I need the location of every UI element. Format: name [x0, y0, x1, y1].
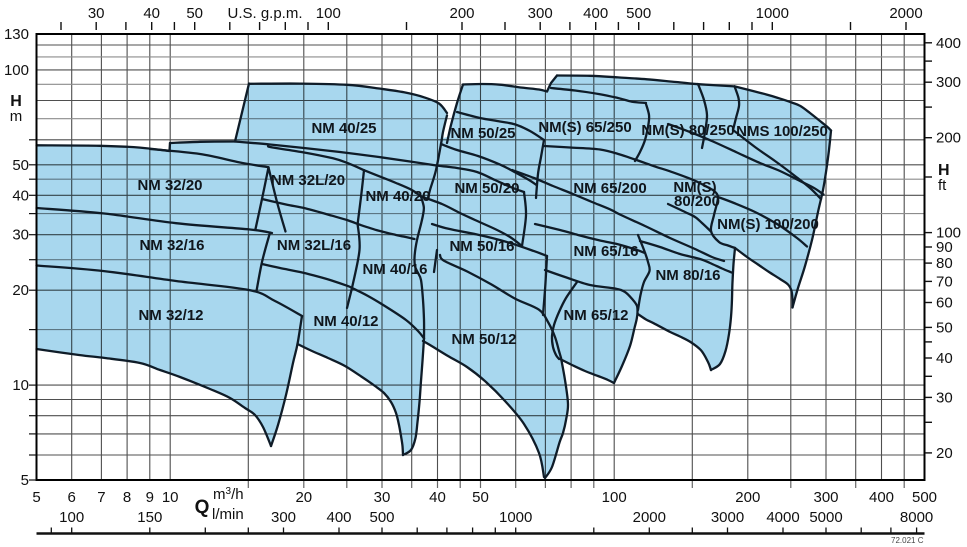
svg-text:150: 150	[137, 509, 162, 526]
svg-text:2000: 2000	[633, 509, 666, 526]
svg-text:500: 500	[369, 509, 394, 526]
svg-text:40: 40	[12, 187, 29, 204]
svg-text:50: 50	[472, 489, 489, 506]
svg-text:20: 20	[295, 489, 312, 506]
svg-text:NM 50/16: NM 50/16	[449, 238, 514, 255]
svg-text:100: 100	[59, 509, 84, 526]
svg-text:500: 500	[626, 5, 651, 22]
svg-text:8000: 8000	[900, 509, 933, 526]
svg-text:20: 20	[12, 282, 29, 299]
svg-text:4000: 4000	[766, 509, 799, 526]
svg-text:NM 65/16: NM 65/16	[573, 243, 638, 260]
svg-text:NM 40/12: NM 40/12	[313, 313, 378, 330]
svg-text:NM 80/16: NM 80/16	[655, 267, 720, 284]
svg-text:5000: 5000	[809, 509, 842, 526]
svg-text:400: 400	[583, 5, 608, 22]
svg-text:H: H	[938, 162, 950, 179]
svg-text:500: 500	[912, 489, 937, 506]
svg-text:NM 65/12: NM 65/12	[563, 307, 628, 324]
svg-text:40: 40	[429, 489, 446, 506]
svg-text:8: 8	[123, 489, 131, 506]
svg-text:6: 6	[68, 489, 76, 506]
svg-text:72.021 C: 72.021 C	[891, 536, 924, 545]
svg-text:30: 30	[936, 389, 953, 406]
svg-text:m: m	[10, 108, 23, 125]
svg-text:40: 40	[143, 5, 160, 22]
svg-text:300: 300	[936, 74, 961, 91]
svg-text:200: 200	[936, 130, 961, 147]
svg-text:5: 5	[21, 472, 29, 489]
svg-text:80/200: 80/200	[674, 193, 720, 210]
svg-text:20: 20	[936, 445, 953, 462]
svg-text:60: 60	[936, 295, 953, 312]
svg-text:100: 100	[602, 489, 627, 506]
svg-text:NMS 100/250: NMS 100/250	[736, 123, 828, 140]
svg-text:70: 70	[936, 273, 953, 290]
svg-text:400: 400	[326, 509, 351, 526]
svg-text:30: 30	[12, 227, 29, 244]
svg-text:ft: ft	[938, 177, 947, 194]
svg-text:NM 32L/16: NM 32L/16	[277, 237, 351, 254]
svg-text:400: 400	[936, 35, 961, 52]
svg-text:l/min: l/min	[212, 506, 244, 523]
svg-text:Q: Q	[195, 497, 210, 518]
svg-text:1000: 1000	[499, 509, 532, 526]
svg-text:100: 100	[316, 5, 341, 22]
svg-text:300: 300	[813, 489, 838, 506]
svg-text:50: 50	[936, 319, 953, 336]
svg-text:50: 50	[186, 5, 203, 22]
svg-text:10: 10	[12, 377, 29, 394]
svg-text:NM(S) 65/250: NM(S) 65/250	[538, 119, 631, 136]
svg-text:90: 90	[936, 239, 953, 256]
svg-text:200: 200	[735, 489, 760, 506]
svg-text:NM(S) 100/200: NM(S) 100/200	[717, 216, 819, 233]
svg-text:NM 40/25: NM 40/25	[311, 120, 376, 137]
svg-text:80: 80	[936, 255, 953, 272]
svg-text:NM 32L/20: NM 32L/20	[271, 172, 345, 189]
svg-text:300: 300	[271, 509, 296, 526]
svg-text:50: 50	[12, 157, 29, 174]
svg-text:130: 130	[4, 26, 29, 43]
svg-text:40: 40	[936, 350, 953, 367]
svg-text:200: 200	[449, 5, 474, 22]
svg-text:NM(S): NM(S)	[673, 179, 716, 196]
svg-text:NM 40/20: NM 40/20	[365, 188, 430, 205]
svg-text:NM(S) 80/250: NM(S) 80/250	[641, 122, 734, 139]
svg-text:30: 30	[88, 5, 105, 22]
svg-text:10: 10	[162, 489, 179, 506]
svg-text:NM 32/16: NM 32/16	[139, 237, 204, 254]
svg-text:NM 50/20: NM 50/20	[454, 180, 519, 197]
svg-text:U.S. g.p.m.: U.S. g.p.m.	[227, 5, 302, 22]
svg-text:100: 100	[4, 62, 29, 79]
svg-text:7: 7	[97, 489, 105, 506]
svg-text:9: 9	[146, 489, 154, 506]
svg-text:NM 32/12: NM 32/12	[138, 307, 203, 324]
svg-text:NM 50/12: NM 50/12	[451, 331, 516, 348]
svg-text:NM 50/25: NM 50/25	[450, 125, 515, 142]
svg-text:1000: 1000	[756, 5, 789, 22]
svg-text:100: 100	[936, 225, 961, 242]
svg-text:5: 5	[32, 489, 40, 506]
svg-text:H: H	[10, 93, 22, 110]
svg-text:NM 40/16: NM 40/16	[362, 261, 427, 278]
svg-text:400: 400	[869, 489, 894, 506]
svg-text:NM 32/20: NM 32/20	[137, 177, 202, 194]
svg-text:300: 300	[528, 5, 553, 22]
svg-text:3000: 3000	[711, 509, 744, 526]
svg-text:2000: 2000	[889, 5, 922, 22]
svg-text:30: 30	[374, 489, 391, 506]
svg-text:NM 65/200: NM 65/200	[573, 180, 646, 197]
svg-text:m3/h: m3/h	[213, 486, 244, 503]
